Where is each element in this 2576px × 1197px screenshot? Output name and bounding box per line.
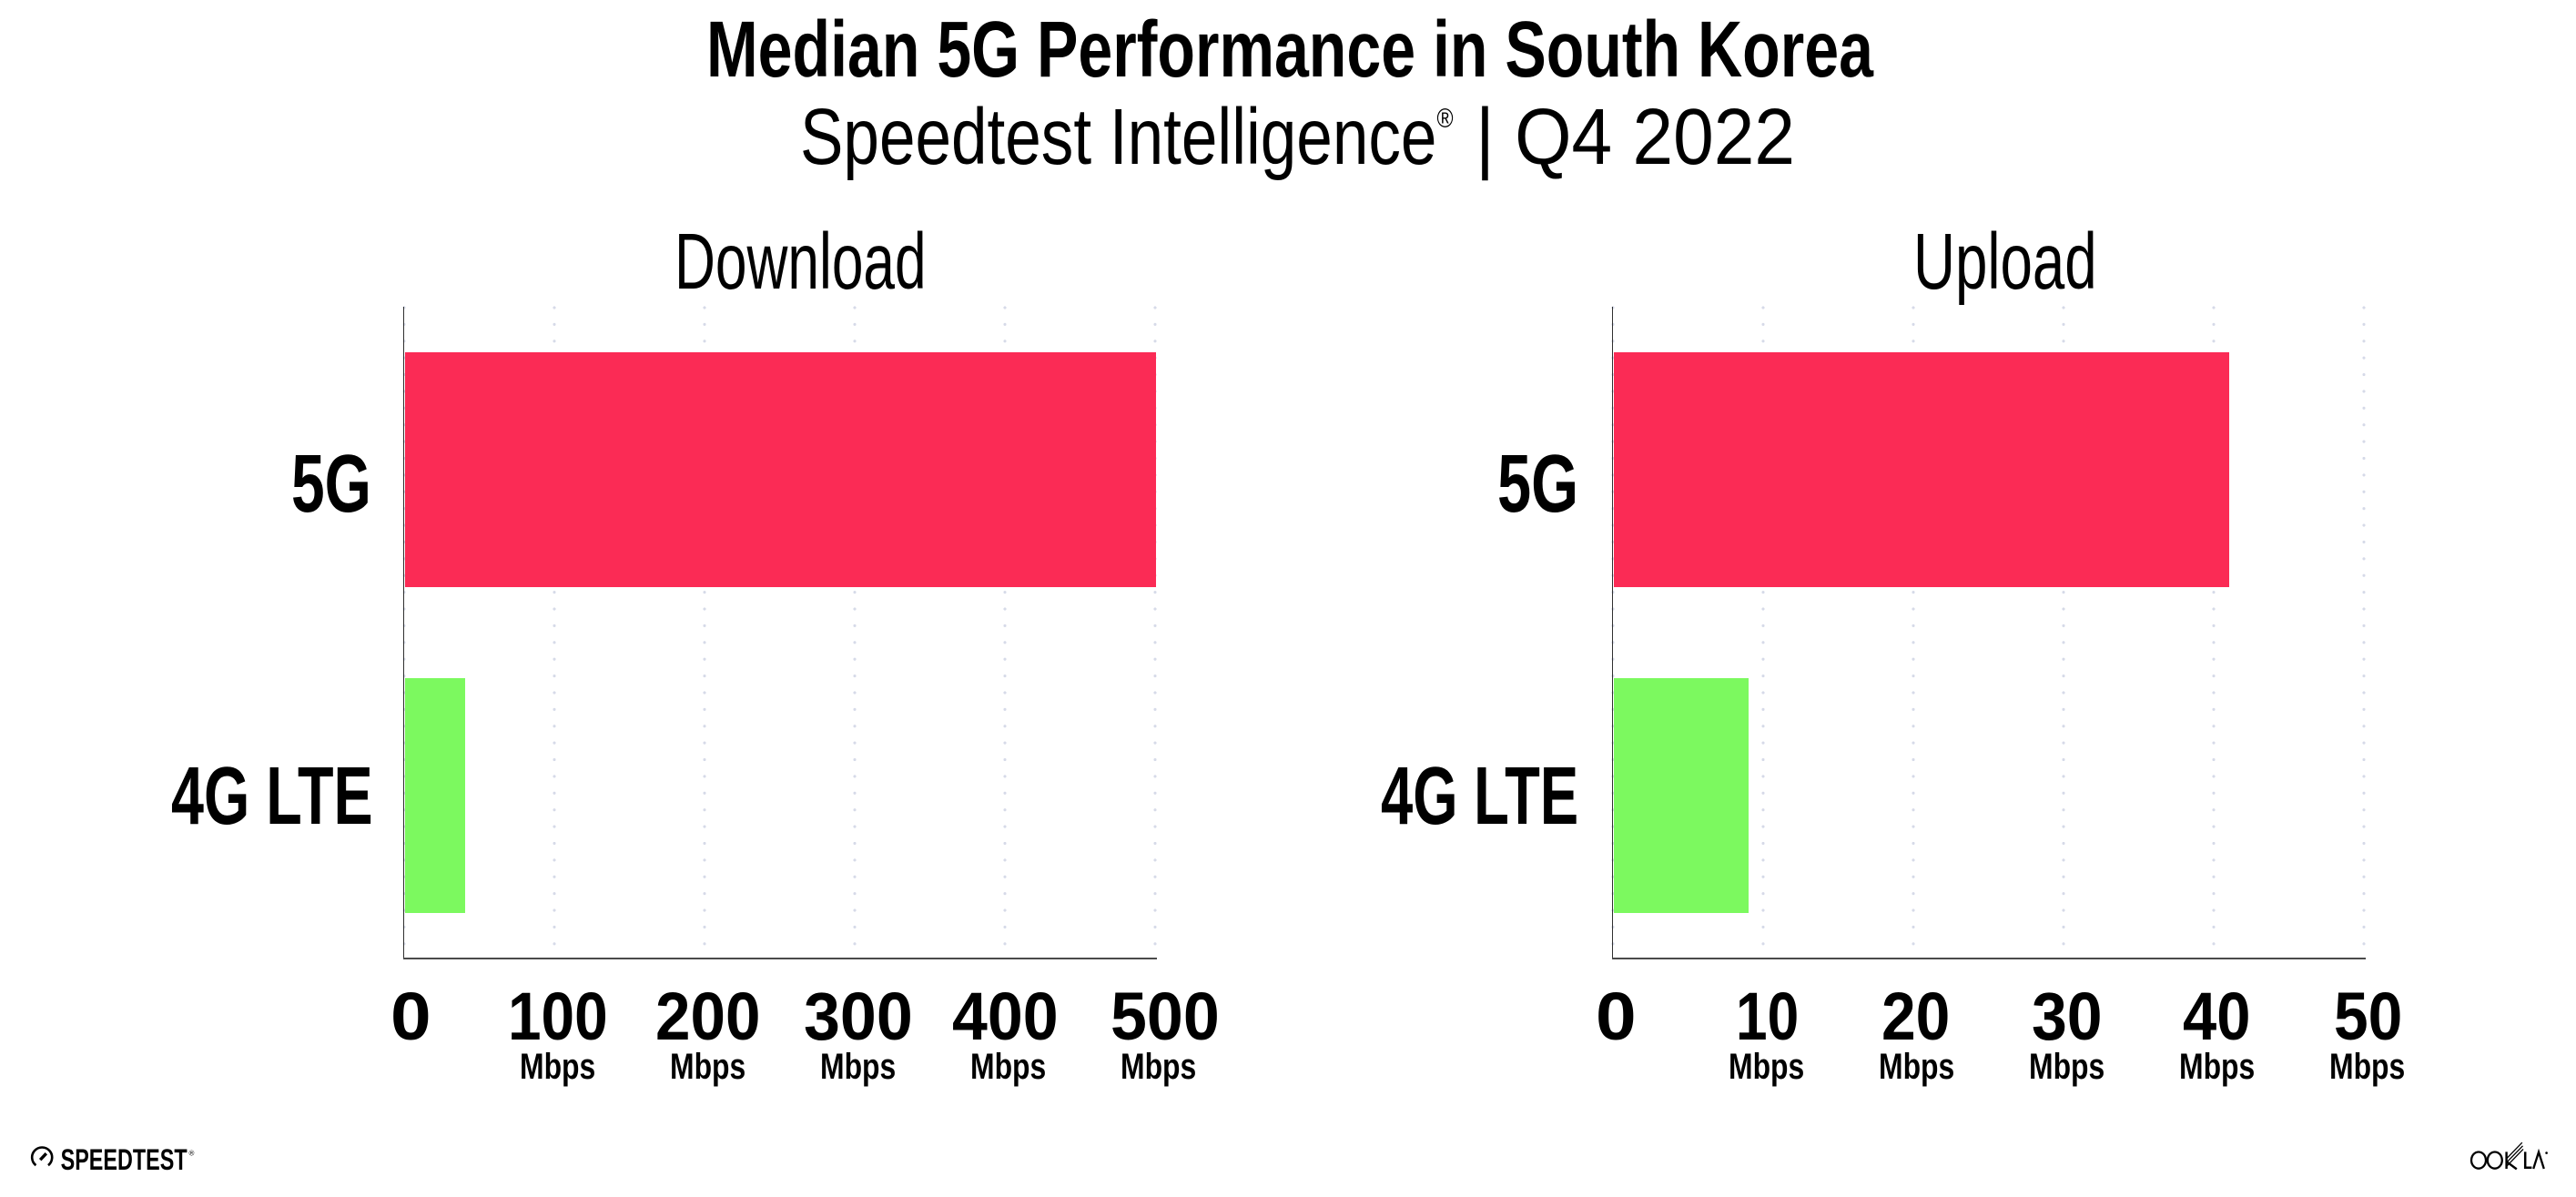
svg-text:®: ® [189, 1150, 195, 1158]
svg-text:SPEEDTEST: SPEEDTEST [61, 1145, 188, 1176]
